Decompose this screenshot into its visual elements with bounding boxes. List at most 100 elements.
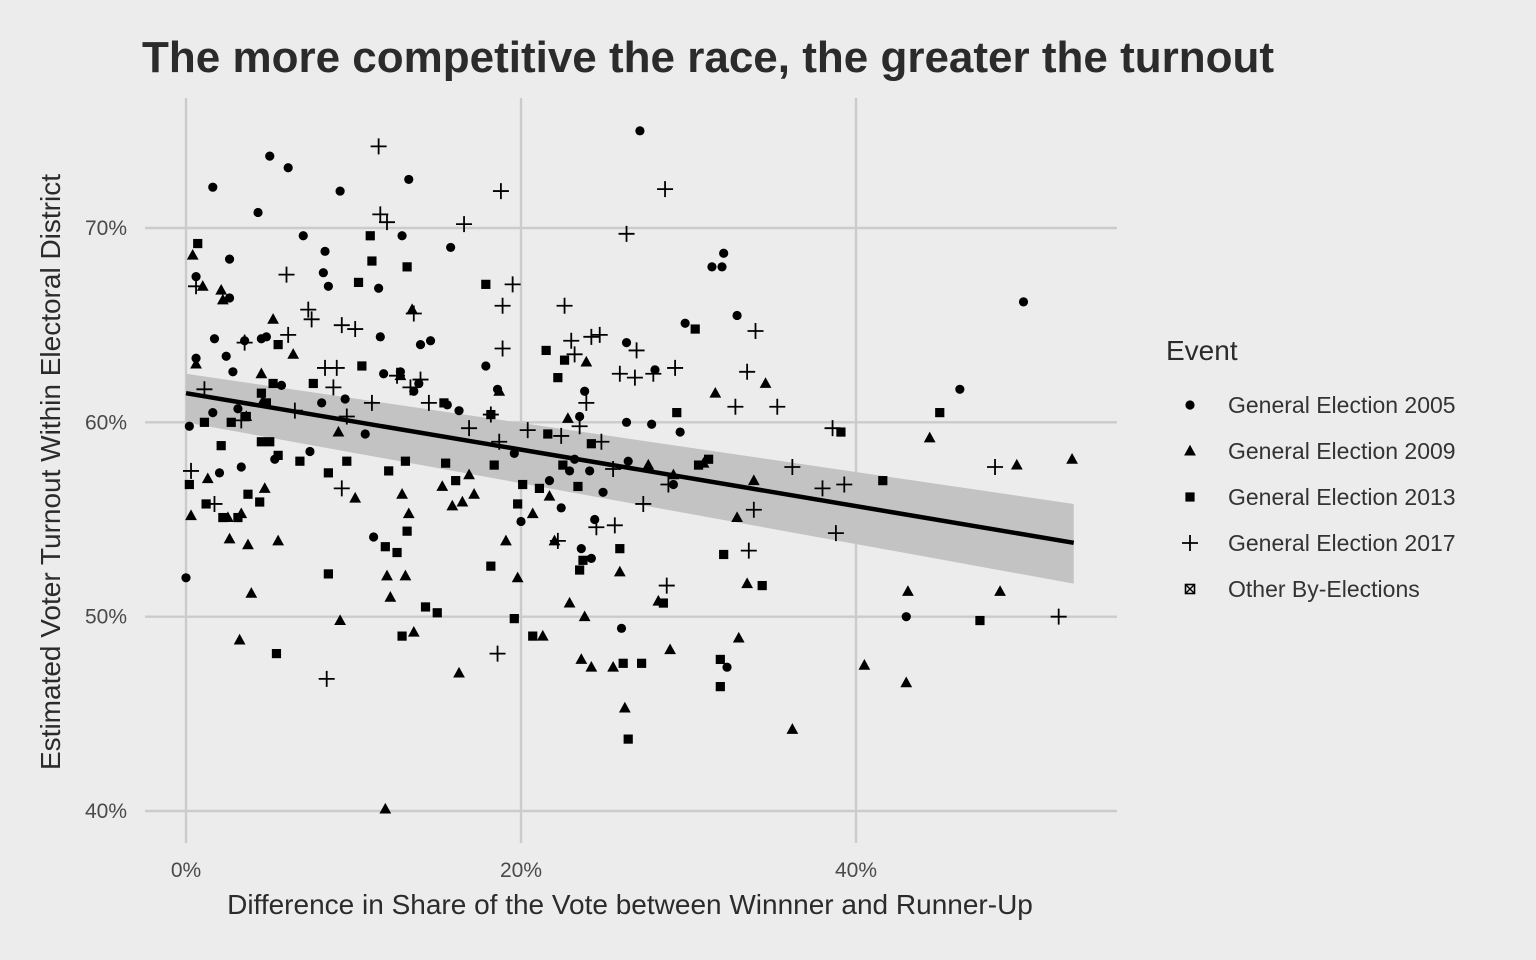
data-point xyxy=(233,404,243,414)
data-point xyxy=(717,262,727,272)
data-point xyxy=(519,422,536,439)
data-point xyxy=(481,279,491,289)
data-point xyxy=(199,417,210,427)
data-point xyxy=(722,662,732,672)
data-point xyxy=(623,734,633,744)
data-point xyxy=(580,386,590,396)
data-point xyxy=(318,268,328,278)
data-point xyxy=(578,555,588,565)
data-point xyxy=(412,371,429,388)
data-point xyxy=(365,231,375,241)
data-point xyxy=(732,631,745,643)
data-point xyxy=(242,538,254,550)
data-point xyxy=(482,406,499,423)
data-point xyxy=(379,214,395,231)
data-point xyxy=(295,456,305,466)
data-point xyxy=(605,460,622,477)
data-point xyxy=(397,631,407,641)
data-point xyxy=(215,283,228,295)
data-point xyxy=(353,277,364,288)
data-point xyxy=(267,313,279,324)
data-point xyxy=(190,357,202,369)
data-point xyxy=(556,503,566,513)
data-point xyxy=(836,476,853,493)
data-point xyxy=(824,420,841,437)
data-point xyxy=(323,281,333,291)
data-point xyxy=(347,321,364,338)
data-point xyxy=(580,355,593,367)
data-point xyxy=(658,598,668,608)
data-point xyxy=(303,311,320,328)
data-point xyxy=(858,659,871,670)
data-point xyxy=(208,408,218,418)
data-point xyxy=(273,450,283,460)
data-point xyxy=(786,723,799,734)
data-point xyxy=(375,332,385,342)
data-point xyxy=(647,419,657,429)
data-point xyxy=(318,670,335,687)
data-point xyxy=(206,495,223,512)
data-point xyxy=(389,367,406,384)
legend-key-triangle xyxy=(1184,444,1196,456)
data-point xyxy=(719,248,729,258)
data-point xyxy=(1066,453,1078,464)
data-point xyxy=(439,398,449,408)
data-point xyxy=(626,369,643,386)
data-point xyxy=(715,654,725,665)
data-point xyxy=(575,411,585,422)
data-point xyxy=(241,411,251,422)
data-point xyxy=(500,534,512,546)
data-point xyxy=(396,488,408,499)
data-point xyxy=(675,427,685,437)
data-points xyxy=(181,126,1078,814)
data-point xyxy=(272,534,285,546)
data-point xyxy=(456,216,473,233)
data-point xyxy=(276,380,287,391)
data-point xyxy=(186,249,199,260)
legend-label: General Election 2013 xyxy=(1228,484,1456,510)
data-point xyxy=(379,369,389,379)
data-point xyxy=(436,480,449,491)
data-point xyxy=(409,386,419,396)
data-point xyxy=(618,225,635,242)
data-point xyxy=(637,658,647,668)
data-point xyxy=(298,231,308,241)
data-point xyxy=(1018,297,1029,307)
data-point xyxy=(585,466,595,476)
data-point xyxy=(325,379,342,396)
data-point xyxy=(233,633,246,645)
data-point xyxy=(245,587,258,598)
data-point xyxy=(975,615,985,626)
data-point xyxy=(814,480,831,497)
data-point xyxy=(827,525,844,542)
data-point xyxy=(338,408,355,425)
data-point xyxy=(193,238,203,249)
data-point xyxy=(618,701,631,713)
data-point xyxy=(526,507,539,519)
data-point xyxy=(583,328,600,345)
data-point xyxy=(221,351,231,361)
data-point xyxy=(642,458,655,470)
data-point xyxy=(392,547,402,558)
data-point xyxy=(384,466,394,476)
data-point xyxy=(404,174,414,185)
data-point xyxy=(566,346,583,363)
data-point xyxy=(372,206,389,223)
data-point xyxy=(226,417,236,427)
data-point xyxy=(562,412,574,423)
data-point xyxy=(616,623,627,633)
data-point xyxy=(607,660,620,672)
data-point xyxy=(621,417,632,427)
data-point xyxy=(494,297,511,314)
x-tick-label: 0% xyxy=(171,859,201,882)
data-point xyxy=(994,585,1006,596)
data-point xyxy=(208,182,218,192)
data-point xyxy=(357,361,367,371)
x-tick-label: 20% xyxy=(500,859,542,882)
data-point xyxy=(727,398,744,415)
y-axis-title: Estimated Voter Turnout Within Electoral… xyxy=(35,174,66,770)
data-point xyxy=(923,431,936,443)
data-point xyxy=(509,448,519,459)
data-point xyxy=(549,532,566,549)
data-point xyxy=(559,355,570,365)
